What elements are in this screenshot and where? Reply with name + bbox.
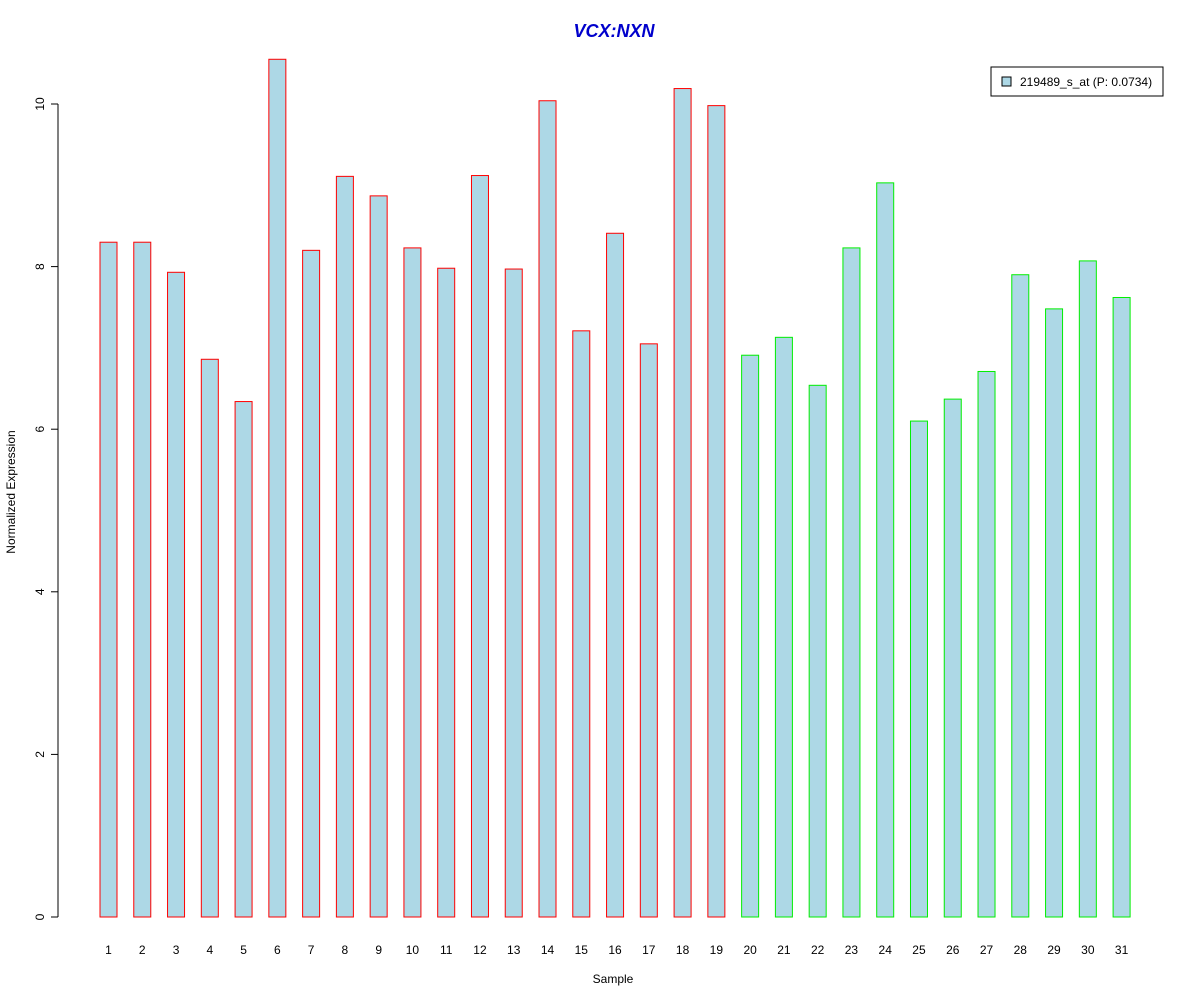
- bars-group: [99, 58, 1131, 918]
- legend: 219489_s_at (P: 0.0734): [990, 66, 1164, 97]
- bar-sample-27: [977, 370, 996, 918]
- bar-sample-12: [470, 175, 489, 918]
- bar-sample-4: [200, 358, 219, 918]
- x-tick-label: 30: [1081, 943, 1095, 957]
- bar-sample-20: [741, 354, 760, 918]
- bar-sample-19: [707, 105, 726, 918]
- x-tick-label: 5: [240, 943, 247, 957]
- bar-sample-9: [369, 195, 388, 918]
- bar-sample-11: [437, 267, 456, 918]
- bar-sample-23: [842, 247, 861, 918]
- x-tick-label: 15: [575, 943, 589, 957]
- bar-sample-1: [99, 241, 118, 918]
- x-tick-label: 17: [642, 943, 656, 957]
- x-tick-label: 2: [139, 943, 146, 957]
- y-axis-label: Normalized Expression: [4, 430, 18, 553]
- x-axis-label: Sample: [593, 972, 634, 986]
- x-tick-label: 18: [676, 943, 690, 957]
- bar-sample-17: [639, 343, 658, 918]
- y-tick-label: 8: [33, 263, 47, 270]
- bar-sample-14: [538, 100, 557, 918]
- x-tick-label: 31: [1115, 943, 1129, 957]
- x-tick-label: 22: [811, 943, 825, 957]
- y-tick-label: 0: [33, 913, 47, 920]
- x-tick-label: 12: [473, 943, 487, 957]
- legend-box: [990, 66, 1164, 97]
- bar-sample-10: [403, 247, 422, 918]
- bar-sample-26: [943, 398, 962, 918]
- x-tick-label: 23: [845, 943, 859, 957]
- x-tick-label: 1: [105, 943, 112, 957]
- legend-swatch: [1001, 76, 1012, 87]
- bar-sample-13: [504, 268, 523, 918]
- bar-sample-7: [302, 249, 321, 918]
- x-tick-label: 21: [777, 943, 791, 957]
- x-tick-label: 13: [507, 943, 521, 957]
- x-tick-label: 24: [879, 943, 893, 957]
- x-tick-label: 28: [1014, 943, 1028, 957]
- x-tick-label: 14: [541, 943, 555, 957]
- bar-sample-5: [234, 401, 253, 918]
- x-tick-label: 7: [308, 943, 315, 957]
- bar-sample-8: [335, 175, 354, 918]
- bar-sample-29: [1045, 308, 1064, 918]
- bar-sample-24: [876, 182, 895, 918]
- bar-sample-31: [1112, 296, 1131, 918]
- bar-sample-22: [808, 384, 827, 918]
- bar-sample-28: [1011, 274, 1030, 918]
- bar-sample-30: [1078, 260, 1097, 918]
- x-tick-label: 6: [274, 943, 281, 957]
- y-tick-label: 10: [33, 97, 47, 111]
- legend-entry: 219489_s_at (P: 0.0734): [1020, 75, 1152, 89]
- x-tick-labels: 1 2 3 4 5 6 7 8 9 10 11 12 13 14 15 16 17 18 19 20 21 22 23 24 2…: [105, 943, 1128, 957]
- x-tick-label: 26: [946, 943, 960, 957]
- bar-sample-15: [572, 330, 591, 918]
- x-tick-label: 3: [173, 943, 180, 957]
- y-tick-label: 2: [33, 751, 47, 758]
- x-tick-label: 16: [608, 943, 622, 957]
- x-tick-label: 9: [375, 943, 382, 957]
- bar-sample-21: [774, 336, 793, 918]
- y-tick-label: 6: [33, 426, 47, 433]
- bar-sample-2: [133, 241, 152, 918]
- bar-sample-16: [606, 232, 625, 918]
- bar-sample-25: [909, 420, 928, 918]
- x-tick-label: 20: [743, 943, 757, 957]
- x-tick-label: 10: [406, 943, 420, 957]
- bar-sample-6: [268, 58, 287, 918]
- bar-sample-18: [673, 88, 692, 918]
- x-tick-label: 19: [710, 943, 724, 957]
- x-tick-label: 11: [440, 943, 453, 957]
- x-tick-label: 27: [980, 943, 994, 957]
- chart-title: VCX:NXN: [573, 21, 655, 41]
- x-tick-label: 29: [1047, 943, 1061, 957]
- y-axis: 0 2 4 6 8 10: [33, 97, 59, 920]
- bar-sample-3: [167, 271, 186, 918]
- x-tick-label: 4: [206, 943, 213, 957]
- x-tick-label: 25: [912, 943, 926, 957]
- y-tick-label: 4: [33, 588, 47, 595]
- x-tick-label: 8: [342, 943, 349, 957]
